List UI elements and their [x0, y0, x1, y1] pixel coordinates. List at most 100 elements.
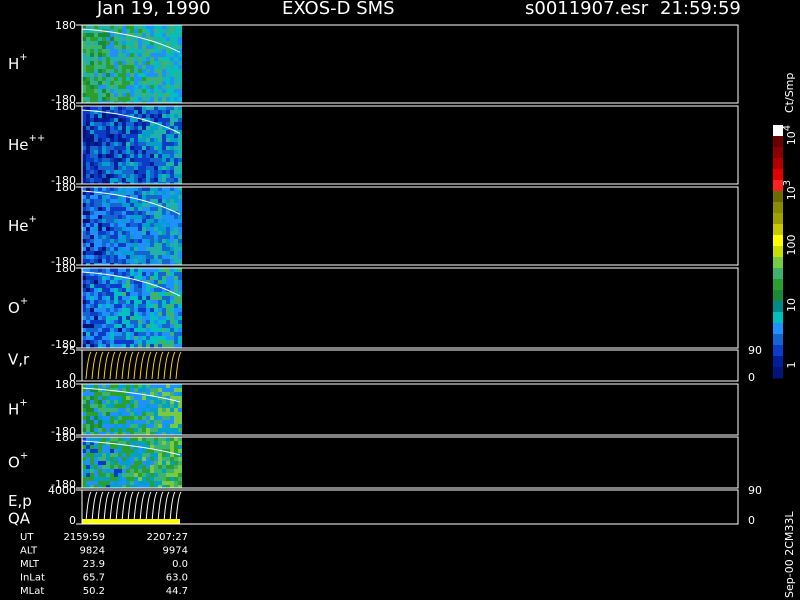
spectrogram-cell [114, 300, 118, 304]
spectrogram-cell [178, 276, 182, 280]
y-bottom-label: -180 [51, 425, 76, 438]
spectrogram-cell [146, 259, 150, 263]
spectrogram-cell [178, 203, 182, 207]
spectrogram-cell [174, 154, 178, 158]
spectrogram-cell [118, 420, 122, 424]
spectrogram-cell [82, 477, 86, 481]
spectrogram-cell [150, 77, 154, 81]
spectrogram-cell [126, 106, 130, 110]
spectrogram-cell [150, 424, 154, 428]
spectrogram-cell [154, 203, 158, 207]
y-bottom-label: 0 [69, 514, 76, 527]
spectrogram-cell [90, 485, 94, 488]
spectrogram-cell [166, 336, 170, 340]
spectrogram-cell [82, 93, 86, 97]
spectrogram-cell [150, 465, 154, 469]
spectrogram-cell [174, 247, 178, 251]
spectrogram-cell [118, 320, 122, 324]
spectrogram-cell [146, 428, 150, 432]
spectrogram-cell [98, 344, 102, 348]
spectrogram-cell [174, 396, 178, 400]
trace-line [81, 190, 181, 215]
spectrogram-cell [114, 432, 118, 435]
spectrogram-cell [106, 477, 110, 481]
spectrogram-cell [150, 473, 154, 477]
spectrogram-cell [106, 182, 110, 184]
spectrogram-cell [98, 195, 102, 199]
spectrogram-cell [130, 280, 134, 284]
spectrogram-cell [122, 400, 126, 404]
spectrogram-cell [146, 187, 150, 191]
spectrogram-cell [178, 292, 182, 296]
spectrogram-cell [154, 114, 158, 118]
spectrogram-cell [158, 187, 162, 191]
spectrogram-cell [82, 53, 86, 57]
spectrogram-cell [134, 263, 138, 265]
spectrogram-cell [134, 445, 138, 449]
spectrogram-cell [150, 284, 154, 288]
spectrogram-cell [106, 106, 110, 110]
colorbar-cell [773, 235, 783, 247]
spectrogram-cell [86, 400, 90, 404]
spectrogram-cell [150, 300, 154, 304]
spectrogram-cell [90, 81, 94, 85]
spectrogram-cell [154, 432, 158, 435]
spectrogram-cell [166, 174, 170, 178]
spectrogram-cell [158, 268, 162, 272]
spectrogram-cell [98, 49, 102, 53]
spectrogram-cell [110, 388, 114, 392]
spectrogram-cell [110, 445, 114, 449]
spectrogram-cell [130, 49, 134, 53]
spectrogram-cell [118, 146, 122, 150]
spectrogram-cell [162, 101, 166, 103]
spectrogram-cell [174, 53, 178, 57]
spectrogram-cell [142, 300, 146, 304]
spectrogram-cell [110, 89, 114, 93]
spectrogram-cell [146, 412, 150, 416]
spectrogram-cell [174, 57, 178, 61]
spectrogram-cell [166, 251, 170, 255]
spectrogram-cell [122, 424, 126, 428]
spectrogram-cell [162, 215, 166, 219]
spectrogram-cell [154, 166, 158, 170]
spectrogram-cell [174, 130, 178, 134]
spectrogram-cell [170, 441, 174, 445]
spectrogram-cell [142, 324, 146, 328]
spectrogram-cell [106, 304, 110, 308]
spectrogram-cell [122, 69, 126, 73]
trace-line [127, 351, 134, 380]
spectrogram-cell [122, 449, 126, 453]
spectrogram-cell [162, 457, 166, 461]
spectrogram-cell [142, 85, 146, 89]
spectrogram-cell [170, 469, 174, 473]
spectrogram-cell [98, 243, 102, 247]
spectrogram-cell [82, 81, 86, 85]
spectrogram-cell [166, 485, 170, 488]
spectrogram-cell [154, 65, 158, 69]
spectrogram-cell [174, 412, 178, 416]
spectrogram-cell [170, 284, 174, 288]
spectrogram-cell [138, 231, 142, 235]
spectrogram-cell [122, 227, 126, 231]
spectrogram-cell [174, 146, 178, 150]
spectrogram-cell [102, 211, 106, 215]
spectrogram-cell [94, 243, 98, 247]
spectrogram-cell [158, 316, 162, 320]
spectrogram-cell [130, 231, 134, 235]
spectrogram-cell [146, 37, 150, 41]
spectrogram-cell [150, 392, 154, 396]
spectrogram-cell [130, 154, 134, 158]
spectrogram-cell [126, 110, 130, 114]
spectrogram-cell [158, 288, 162, 292]
spectrogram-cell [158, 441, 162, 445]
spectrogram-cell [150, 146, 154, 150]
spectrogram-cell [86, 126, 90, 130]
spectrogram-cell [146, 445, 150, 449]
spectrogram-cell [106, 416, 110, 420]
spectrogram-cell [174, 61, 178, 65]
spectrogram-cell [94, 61, 98, 65]
spectrogram-cell [102, 53, 106, 57]
spectrogram-cell [162, 263, 166, 265]
spectrogram-cell [146, 114, 150, 118]
spectrogram-cell [166, 134, 170, 138]
